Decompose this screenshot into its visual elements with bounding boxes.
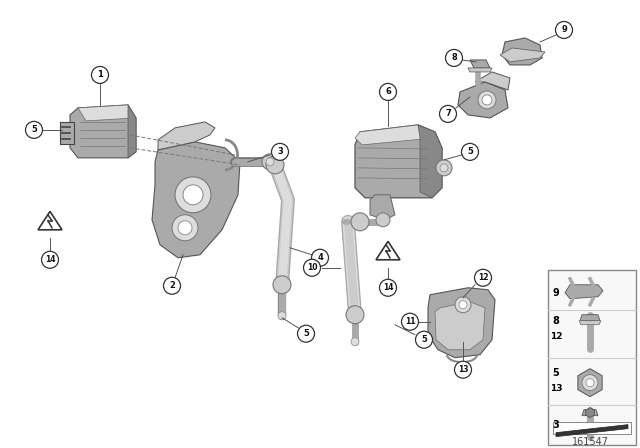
Circle shape <box>183 185 203 205</box>
Circle shape <box>351 338 359 346</box>
Text: 3: 3 <box>552 420 559 430</box>
Text: 5: 5 <box>421 335 427 344</box>
Polygon shape <box>428 288 495 358</box>
Circle shape <box>42 251 58 268</box>
Circle shape <box>163 277 180 294</box>
Polygon shape <box>38 211 62 230</box>
Circle shape <box>436 160 452 176</box>
Text: 13: 13 <box>458 365 468 374</box>
Circle shape <box>278 312 286 320</box>
Polygon shape <box>376 241 400 260</box>
Polygon shape <box>586 408 595 418</box>
FancyBboxPatch shape <box>60 122 74 144</box>
Circle shape <box>459 301 467 309</box>
Circle shape <box>172 215 198 241</box>
Polygon shape <box>418 125 442 198</box>
Circle shape <box>474 269 492 286</box>
Text: 12: 12 <box>477 273 488 282</box>
Circle shape <box>478 91 496 109</box>
Circle shape <box>380 83 397 100</box>
Polygon shape <box>500 48 545 62</box>
Circle shape <box>346 306 364 324</box>
Polygon shape <box>475 72 510 90</box>
Text: 5: 5 <box>552 368 559 378</box>
Circle shape <box>266 156 284 174</box>
Polygon shape <box>458 82 508 118</box>
Circle shape <box>271 143 289 160</box>
Text: 5: 5 <box>303 329 309 338</box>
Polygon shape <box>355 125 435 145</box>
Circle shape <box>298 325 314 342</box>
Text: 5: 5 <box>31 125 37 134</box>
Text: 10: 10 <box>307 263 317 272</box>
Polygon shape <box>70 105 136 158</box>
Text: 3: 3 <box>277 147 283 156</box>
Bar <box>553 422 631 434</box>
Circle shape <box>482 95 492 105</box>
Circle shape <box>455 297 471 313</box>
Circle shape <box>262 154 278 170</box>
Circle shape <box>461 143 479 160</box>
Polygon shape <box>470 60 490 68</box>
Text: 12: 12 <box>550 332 563 341</box>
Polygon shape <box>158 122 215 150</box>
Circle shape <box>312 249 328 266</box>
Text: 4: 4 <box>317 253 323 262</box>
Circle shape <box>440 105 456 122</box>
Text: 7: 7 <box>445 109 451 118</box>
Polygon shape <box>128 105 136 158</box>
Circle shape <box>440 164 448 172</box>
Circle shape <box>586 379 594 387</box>
Polygon shape <box>370 195 395 220</box>
Text: 9: 9 <box>561 26 567 34</box>
Circle shape <box>351 213 369 231</box>
Text: 5: 5 <box>467 147 473 156</box>
Polygon shape <box>556 425 628 437</box>
Circle shape <box>26 121 42 138</box>
Text: 13: 13 <box>550 384 563 393</box>
Text: 8: 8 <box>552 316 559 326</box>
Circle shape <box>556 22 573 39</box>
Polygon shape <box>578 369 602 396</box>
Circle shape <box>178 221 192 235</box>
Polygon shape <box>468 68 492 72</box>
Polygon shape <box>78 105 136 121</box>
Circle shape <box>266 158 274 166</box>
Polygon shape <box>435 302 485 350</box>
Circle shape <box>415 331 433 348</box>
Text: 1: 1 <box>97 70 103 79</box>
Polygon shape <box>582 409 598 416</box>
Text: 14: 14 <box>383 283 393 292</box>
Bar <box>548 270 636 444</box>
Text: 9: 9 <box>552 288 559 298</box>
Polygon shape <box>502 38 542 65</box>
Polygon shape <box>355 125 442 198</box>
Circle shape <box>273 276 291 294</box>
Text: 6: 6 <box>385 87 391 96</box>
Circle shape <box>445 49 463 66</box>
Text: 161547: 161547 <box>572 437 609 447</box>
Circle shape <box>582 375 598 391</box>
Text: 14: 14 <box>45 255 55 264</box>
Text: 11: 11 <box>404 317 415 326</box>
Circle shape <box>303 259 321 276</box>
Circle shape <box>380 279 397 296</box>
Circle shape <box>454 361 472 378</box>
Circle shape <box>92 66 109 83</box>
Polygon shape <box>580 315 600 321</box>
Polygon shape <box>152 142 240 258</box>
Text: 8: 8 <box>451 53 457 62</box>
Text: 2: 2 <box>169 281 175 290</box>
Circle shape <box>376 213 390 227</box>
Polygon shape <box>565 285 603 299</box>
Circle shape <box>175 177 211 213</box>
Polygon shape <box>579 321 601 325</box>
Circle shape <box>401 313 419 330</box>
